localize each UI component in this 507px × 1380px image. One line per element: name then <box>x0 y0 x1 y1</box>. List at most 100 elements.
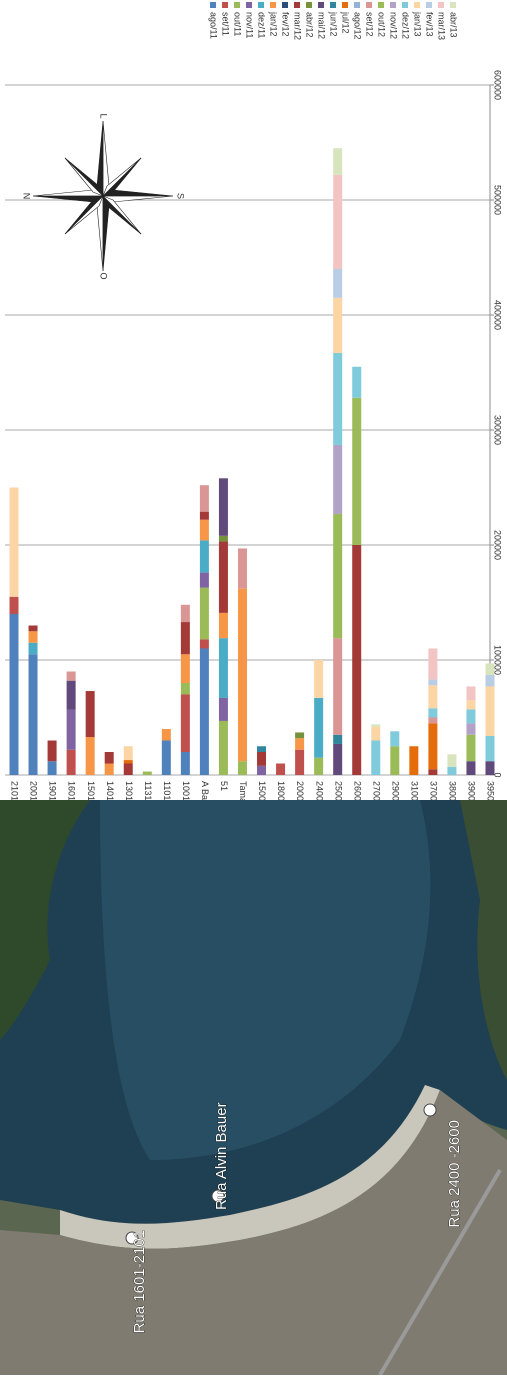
bar-segment <box>218 638 228 698</box>
bar-segment <box>466 734 476 762</box>
legend-label: nov/12 <box>389 12 399 39</box>
legend-swatch <box>366 2 372 8</box>
legend-swatch <box>414 2 420 8</box>
bar-segment <box>466 723 476 735</box>
bar-segment <box>199 587 209 640</box>
bar-segment <box>333 352 343 445</box>
legend-swatch <box>270 2 276 8</box>
compass-label: L <box>99 113 109 118</box>
legend-label: nov/11 <box>245 12 255 38</box>
legend-label: jan/13 <box>413 11 423 37</box>
compass-label: O <box>99 272 109 279</box>
legend-swatch <box>222 2 228 8</box>
bar-segment <box>218 697 228 721</box>
y-tick-label: 0 <box>493 772 503 777</box>
bar-segment <box>295 738 305 750</box>
legend-label: fev/12 <box>281 12 291 37</box>
bar-segment <box>257 752 267 766</box>
bar-segment <box>123 763 133 775</box>
city-coast <box>60 1085 440 1249</box>
bar-segment <box>180 622 190 655</box>
x-tick-label: 2000 <box>295 781 305 801</box>
bar-segment <box>352 545 362 775</box>
legend-swatch <box>438 2 444 8</box>
bar-segment <box>199 639 209 649</box>
x-tick-label: 2001 <box>29 781 39 801</box>
bar-segment <box>428 769 438 775</box>
bar-segment <box>180 752 190 775</box>
city <box>0 1090 507 1375</box>
satellite-map: Rua 1601-2101 Rua Alvin Bauer Rua 2400 -… <box>0 800 507 1377</box>
legend-label: dez/12 <box>401 12 411 39</box>
bar-segment <box>85 737 95 775</box>
legend-label: out/11 <box>233 12 243 36</box>
bar-segment <box>28 625 38 632</box>
x-tick-label: 1901 <box>48 781 58 801</box>
hill <box>460 800 507 1080</box>
x-tick-label: 1800 <box>276 781 286 801</box>
x-tick-label: 1301 <box>124 781 134 801</box>
bar-segment <box>66 671 76 681</box>
compass-label: S <box>176 193 186 199</box>
bar-segment <box>390 746 400 775</box>
bar-segment <box>85 691 95 738</box>
legend-label: mar/13 <box>437 12 447 40</box>
x-tick-label: 3100 <box>409 781 419 801</box>
bar-segment <box>104 763 114 775</box>
legend-swatch <box>390 2 396 8</box>
map-label: Rua 2400 -2600 <box>446 1120 463 1228</box>
bar-segment <box>104 752 114 764</box>
legend-swatch <box>210 2 216 8</box>
bar-segment <box>28 631 38 643</box>
bar-segment <box>371 724 381 727</box>
y-tick-label: 200000 <box>493 530 503 560</box>
bar-segment <box>390 731 400 747</box>
x-tick-label: 51 <box>219 781 229 791</box>
bar-segment <box>485 735 495 762</box>
x-tick-label: 3900 <box>467 781 477 801</box>
bar-segment <box>428 685 438 709</box>
x-tick-label: 2900 <box>390 781 400 801</box>
legend-swatch <box>258 2 264 8</box>
bar-segment <box>257 765 267 775</box>
bar-segment <box>218 541 228 613</box>
bar-segment <box>295 732 305 739</box>
legend-label: set/11 <box>221 12 231 36</box>
sea-shade <box>100 800 431 1160</box>
bar-segment <box>9 614 19 775</box>
legend-swatch <box>306 2 312 8</box>
chart-background <box>0 0 507 800</box>
bar-segment <box>218 535 228 542</box>
bar-segment <box>47 761 57 775</box>
legend-label: ago/12 <box>353 12 363 40</box>
bar-segment <box>428 723 438 770</box>
bar-segment <box>28 642 38 655</box>
legend-label: jul/12 <box>341 11 351 34</box>
bar-segment <box>333 638 343 735</box>
y-tick-label: 100000 <box>493 645 503 675</box>
bar-segment <box>199 485 209 512</box>
y-tick-label: 400000 <box>493 300 503 330</box>
bar-segment <box>218 478 228 536</box>
bar-segment <box>314 697 324 758</box>
x-tick-label: A Bauer <box>200 781 210 813</box>
bar-segment <box>199 511 209 520</box>
bar-segment <box>333 269 343 298</box>
bar-segment <box>314 660 324 698</box>
legend-swatch <box>402 2 408 8</box>
x-tick-label: 1501 <box>86 781 96 801</box>
bar-segment <box>485 674 495 687</box>
bar-segment <box>257 746 267 752</box>
bar-segment <box>161 740 171 775</box>
legend-swatch <box>318 2 324 8</box>
bar-segment <box>180 683 190 695</box>
bar-segment <box>295 749 305 775</box>
bar-segment <box>123 746 133 761</box>
bar-segment <box>428 717 438 724</box>
bar-segment <box>66 749 76 775</box>
bar-segment <box>237 588 247 762</box>
x-tick-label: 1101 <box>162 781 172 800</box>
chart: 0 100000 200000 300000 400000 500000 600000 210… <box>5 2 503 826</box>
x-tick-label: 2700 <box>371 781 381 801</box>
legend-swatch <box>282 2 288 8</box>
